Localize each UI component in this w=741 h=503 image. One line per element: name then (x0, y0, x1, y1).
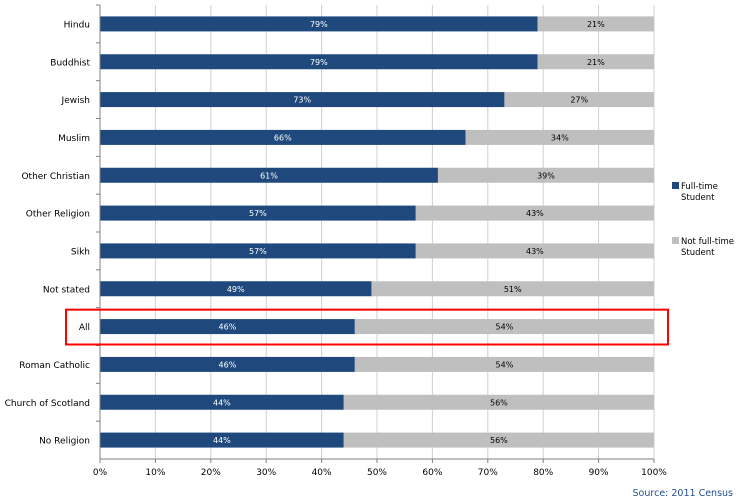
x-tick-label: 60% (422, 468, 442, 478)
category-label: Hindu (64, 20, 90, 30)
category-label: Muslim (58, 134, 90, 144)
x-tick-label: 100% (641, 468, 667, 478)
bars: 79% 21% 79% 21% 73% 27% 66% 34% 61% 39% 57% 43% 57% 4… (100, 16, 654, 448)
data-label: 73% (293, 96, 311, 105)
highlight-box (65, 308, 669, 346)
data-label: 44% (213, 436, 231, 445)
data-label: 51% (504, 285, 522, 294)
legend-label: Student (681, 193, 715, 203)
x-tick-label: 90% (589, 468, 609, 478)
highlight-rect (65, 308, 669, 346)
bar-full-time (100, 394, 344, 410)
bar-full-time (100, 243, 416, 259)
data-label: 43% (526, 247, 544, 256)
bar-not-full-time (343, 432, 654, 448)
data-label: 21% (587, 20, 605, 29)
bar-full-time (100, 16, 538, 32)
x-tick-label: 30% (256, 468, 276, 478)
bar-not-full-time (537, 16, 654, 32)
category-label: Church of Scotland (5, 399, 90, 409)
bar-not-full-time (354, 356, 654, 372)
bar-not-full-time (537, 54, 654, 70)
data-label: 79% (310, 58, 328, 67)
bar-not-full-time (415, 205, 654, 221)
data-label: 54% (496, 360, 514, 369)
category-label: Not stated (43, 285, 90, 295)
bar-not-full-time (437, 167, 654, 183)
bar-full-time (100, 205, 416, 221)
bar-full-time (100, 92, 505, 108)
data-label: 49% (227, 285, 245, 294)
data-label: 66% (274, 133, 292, 142)
x-tick-label: 50% (367, 468, 387, 478)
data-label: 57% (249, 209, 267, 218)
bar-full-time (100, 356, 355, 372)
data-label: 61% (260, 171, 278, 180)
category-label: Other Religion (26, 210, 90, 220)
category-label: No Religion (39, 437, 90, 447)
bar-not-full-time (354, 319, 654, 335)
category-label: All (79, 323, 90, 333)
data-label: 34% (551, 133, 569, 142)
data-label: 46% (219, 323, 237, 332)
data-label: 57% (249, 247, 267, 256)
bar-full-time (100, 167, 438, 183)
bar-full-time (100, 319, 355, 335)
legend-label: Student (681, 248, 715, 258)
category-label: Buddhist (50, 58, 90, 68)
x-tick-label: 40% (312, 468, 332, 478)
data-label: 56% (490, 436, 508, 445)
legend-label: Full-time (681, 182, 718, 192)
bar-not-full-time (371, 281, 654, 297)
bar-full-time (100, 432, 344, 448)
gridlines (99, 5, 655, 459)
data-label: 79% (310, 20, 328, 29)
data-label: 39% (537, 171, 555, 180)
bar-not-full-time (465, 129, 654, 145)
data-label: 44% (213, 398, 231, 407)
bar-full-time (100, 54, 538, 70)
bar-not-full-time (504, 92, 654, 108)
data-label: 27% (570, 96, 588, 105)
x-axis: 0% 10% 20% 30% 40% 50% 60% 70% 80% 90% 100% (93, 4, 667, 478)
x-tick-label: 0% (93, 468, 108, 478)
category-label: Sikh (71, 247, 90, 257)
category-label: Other Christian (21, 172, 90, 182)
legend-swatch (672, 182, 679, 189)
legend-label: Not full-time (681, 237, 734, 247)
x-tick-label: 80% (533, 468, 553, 478)
data-label: 46% (219, 360, 237, 369)
bar-not-full-time (415, 243, 654, 259)
bar-full-time (100, 129, 466, 145)
data-label: 54% (496, 323, 514, 332)
source-note: Source: 2011 Census (632, 488, 733, 499)
x-tick-label: 20% (201, 468, 221, 478)
x-tick-label: 70% (478, 468, 498, 478)
data-label: 21% (587, 58, 605, 67)
data-label: 56% (490, 398, 508, 407)
category-label: Jewish (61, 96, 90, 106)
category-label: Roman Catholic (19, 361, 90, 371)
legend-swatch (672, 237, 679, 244)
bar-full-time (100, 281, 372, 297)
data-label: 43% (526, 209, 544, 218)
category-labels: Hindu Buddhist Jewish Muslim Other Christian… (5, 20, 91, 446)
bar-not-full-time (343, 394, 654, 410)
x-tick-label: 10% (145, 468, 165, 478)
